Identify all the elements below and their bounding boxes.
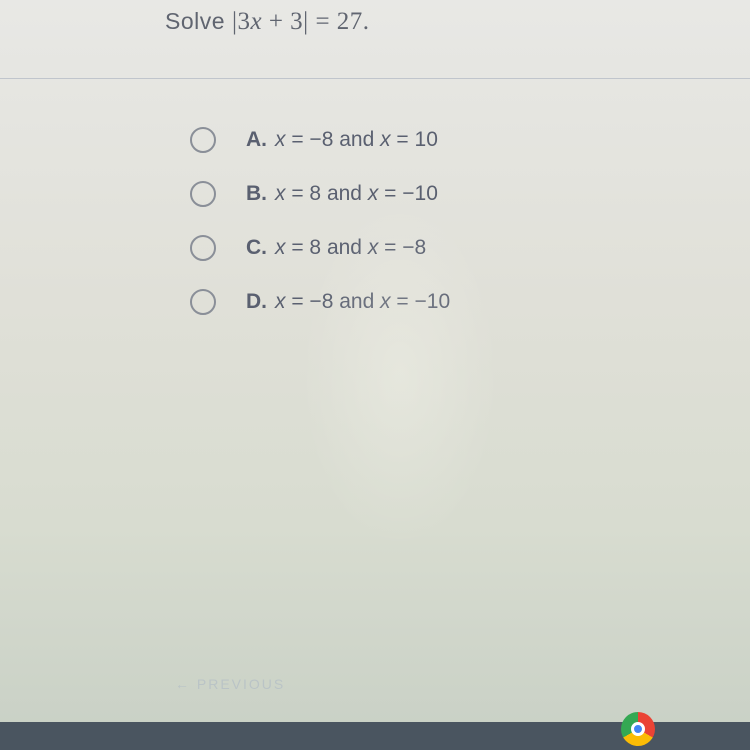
chrome-center xyxy=(631,722,645,736)
option-letter: A. xyxy=(246,128,267,152)
option-a[interactable]: A. x = −8 and x = 10 xyxy=(190,127,750,153)
equation-expression: 3x + 3 xyxy=(237,8,303,35)
equals-part: = 27. xyxy=(309,8,370,35)
radio-b[interactable] xyxy=(190,181,216,207)
option-c[interactable]: C. x = 8 and x = −8 xyxy=(190,235,750,261)
option-b[interactable]: B. x = 8 and x = −10 xyxy=(190,181,750,207)
option-letter: B. xyxy=(246,182,267,206)
option-d[interactable]: D. x = −8 and x = −10 xyxy=(190,289,750,315)
option-letter: C. xyxy=(246,236,267,260)
question-prefix: Solve xyxy=(165,8,232,34)
option-text: x = −8 and x = 10 xyxy=(275,128,438,152)
option-text: x = 8 and x = −10 xyxy=(275,182,438,206)
question-text: Solve |3x + 3| = 27. xyxy=(165,8,750,36)
radio-d[interactable] xyxy=(190,289,216,315)
question-area: Solve |3x + 3| = 27. xyxy=(0,0,750,36)
options-list: A. x = −8 and x = 10 B. x = 8 and x = −1… xyxy=(0,79,750,315)
previous-link[interactable]: ← PREVIOUS xyxy=(175,676,285,692)
option-text: x = −8 and x = −10 xyxy=(275,290,450,314)
chrome-icon[interactable] xyxy=(621,712,655,746)
radio-c[interactable] xyxy=(190,235,216,261)
option-letter: D. xyxy=(246,290,267,314)
option-text: x = 8 and x = −8 xyxy=(275,236,426,260)
radio-a[interactable] xyxy=(190,127,216,153)
